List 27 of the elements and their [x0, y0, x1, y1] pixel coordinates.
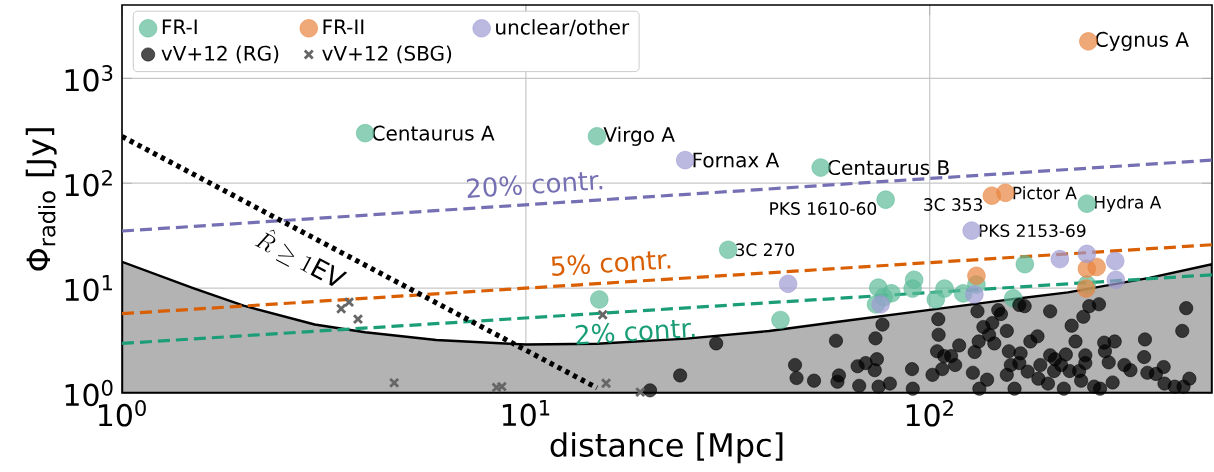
legend-label: vV+12 (RG): [161, 45, 279, 64]
y-tick-label: 10$^{2}$: [65, 169, 112, 197]
x-tick-label: 10$^{1}$: [502, 400, 550, 427]
y-tick-label: 10$^{3}$: [65, 65, 113, 92]
annotation: Centaurus A: [372, 125, 495, 141]
y-tick-label: 10$^{1}$: [65, 275, 112, 302]
annotation: PKS 2153-69: [979, 224, 1086, 238]
series-label: 2% contr.: [575, 319, 695, 345]
x-axis-title: distance [Mpc]: [550, 432, 783, 464]
x-tick-label: 10$^{2}$: [906, 400, 953, 427]
annotation: Cygnus A: [1095, 31, 1189, 51]
annotation: Hydra A: [1094, 195, 1162, 212]
legend-label: vV+12 (SBG): [322, 45, 452, 64]
annotation: Centaurus B: [828, 159, 949, 176]
annotation: 3C 353: [924, 198, 983, 211]
series-label: 20% contr.: [466, 172, 603, 198]
y-axis-title: Φ$_{radio}$ [Jy]: [25, 128, 57, 271]
legend-label: FR-II: [323, 19, 364, 35]
legend-label: FR-I: [162, 19, 197, 35]
annotation: Fornax A: [693, 152, 780, 168]
annotation: Pictor A: [1013, 186, 1077, 200]
annotation: PKS 1610-60: [770, 202, 877, 215]
annotation: Virgo A: [603, 126, 675, 146]
series-label: $\hat{R} \geq 1\mathrm{EV}$: [254, 229, 348, 287]
annotation: 3C 270: [735, 243, 794, 257]
legend-label: unclear/other: [496, 19, 630, 37]
series-label: 5% contr.: [552, 251, 671, 276]
